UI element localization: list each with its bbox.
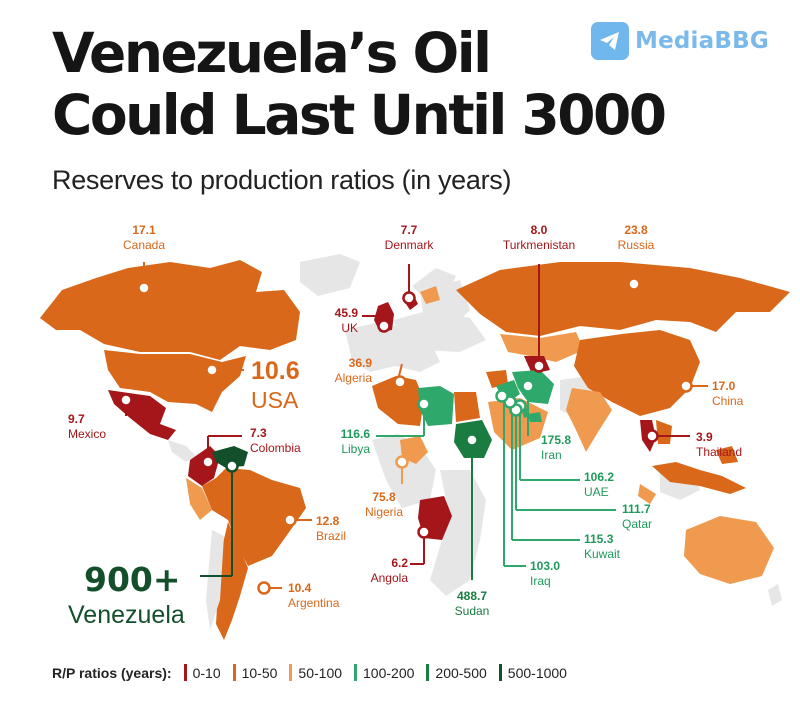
legend-label: 0-10 [192,664,221,681]
label-china: 17.0 China [712,379,744,408]
label-venezuela: 900+ Venezuela [68,560,185,629]
brand-watermark: MediaBBG [591,22,769,60]
legend-swatch [426,664,430,681]
legend-label: 500-1000 [507,664,567,681]
label-usa: 10.6 USA [251,357,300,413]
country-uae [528,412,542,422]
label-canada: 17.1 Canada [122,223,166,252]
label-colombia: 7.3 Colombia [250,426,301,455]
page-title: Venezuela’s Oil Could Last Until 3000 [52,21,667,147]
label-turkmenistan: 8.0 Turkmenistan [502,223,576,252]
country-argentina [216,522,248,640]
legend-item-100-200: 100-200 [354,664,414,681]
country-russia [456,262,790,336]
label-argentina: 10.4 Argentina [288,581,340,610]
legend-label: 200-500 [435,664,487,681]
legend-item-10-50: 10-50 [232,664,278,681]
legend-item-0-10: 0-10 [183,664,221,681]
country-libya [418,386,454,426]
label-iraq: 103.0 Iraq [530,559,561,588]
legend-swatch [354,664,358,681]
legend-item-500-1000: 500-1000 [498,664,567,681]
label-libya: 116.6 Libya [340,427,370,456]
country-algeria [372,376,424,426]
legend: R/P ratios (years): 0-10 10-50 50-100 10… [52,664,579,681]
country-canada [40,260,300,360]
label-russia: 23.8 Russia [617,223,655,252]
label-angola: 6.2 Angola [370,556,408,585]
label-algeria: 36.9 Algeria [334,356,372,385]
country-nigeria [400,436,428,464]
country-brazil [202,468,306,566]
title-line-2: Could Last Until 3000 [52,83,667,147]
label-iran: 175.8 Iran [541,433,572,462]
legend-title: R/P ratios (years): [52,664,172,681]
title-line-1: Venezuela’s Oil [52,21,492,85]
legend-label: 50-100 [298,664,343,681]
legend-item-50-100: 50-100 [289,664,342,681]
country-venezuela [212,446,248,468]
label-thailand: 3.9 Thailand [696,430,743,459]
label-sudan: 488.7 Sudan [454,589,490,618]
legend-swatch [289,664,293,681]
label-mexico: 9.7 Mexico [68,412,107,441]
label-uae: 106.2 UAE [584,470,615,499]
legend-item-200-500: 200-500 [426,664,487,681]
label-uk: 45.9 UK [334,306,358,335]
page-subtitle: Reserves to production ratios (in years) [52,165,512,195]
label-kuwait: 115.3 Kuwait [584,532,621,561]
telegram-icon [591,22,629,60]
legend-swatch [232,664,236,681]
country-china [574,330,700,416]
legend-label: 100-200 [363,664,415,681]
label-brazil: 12.8 Brazil [316,514,347,543]
brand-name: MediaBBG [635,28,769,54]
legend-swatch [498,664,502,681]
label-denmark: 7.7 Denmark [384,223,434,252]
legend-label: 10-50 [241,664,278,681]
label-qatar: 111.7 Qatar [622,502,653,531]
legend-swatch [183,664,187,681]
label-nigeria: 75.8 Nigeria [364,490,404,519]
